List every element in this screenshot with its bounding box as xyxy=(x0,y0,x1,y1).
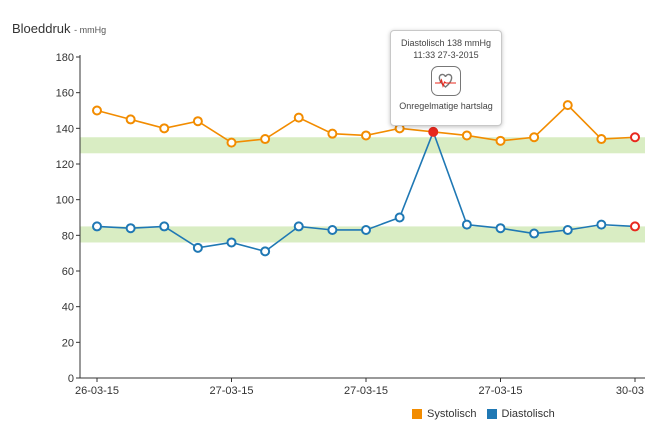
data-point-systolic xyxy=(630,132,640,143)
data-point-diastolic xyxy=(562,224,573,235)
x-tick-label: 27-03-15 xyxy=(478,385,522,397)
legend-item-systolic[interactable]: Systolisch xyxy=(412,408,477,420)
legend-label-systolic: Systolisch xyxy=(427,408,477,420)
data-point-systolic xyxy=(495,135,506,146)
data-point-diastolic xyxy=(630,221,640,232)
axes: 0 20 40 60 80 100 120 140 160 180 26-03-15 27-03-15… xyxy=(56,52,645,397)
data-point-systolic xyxy=(226,137,237,148)
data-point-systolic xyxy=(361,130,371,141)
series-line-systolic xyxy=(96,104,636,144)
data-point-systolic xyxy=(260,134,271,145)
data-point-diastolic xyxy=(394,212,405,223)
data-point-diastolic-selected xyxy=(428,126,439,137)
y-tick-label: 0 xyxy=(68,373,74,385)
measurement-tooltip: Diastolisch 138 mmHg 11:33 27-3-2015 Onr… xyxy=(390,30,502,126)
x-tick-label: 30-03 xyxy=(616,385,644,397)
target-band-systolic xyxy=(80,137,645,154)
data-point-diastolic xyxy=(192,242,203,253)
data-point-systolic xyxy=(529,132,540,143)
legend-swatch-diastolic xyxy=(486,409,497,419)
y-tick-label: 160 xyxy=(56,88,74,100)
x-tick-label: 27-03-15 xyxy=(209,385,253,397)
legend-swatch-systolic xyxy=(412,409,422,419)
x-tick-label: 27-03-15 xyxy=(344,385,388,397)
data-point-diastolic xyxy=(125,223,136,234)
legend-label-diastolic: Diastolisch xyxy=(501,408,555,420)
data-point-diastolic xyxy=(361,224,371,235)
data-point-diastolic xyxy=(461,219,472,230)
data-point-systolic xyxy=(596,134,607,145)
chart-unit: - mmHg xyxy=(74,25,107,35)
data-point-diastolic xyxy=(159,221,170,232)
irregular-heartbeat-icon xyxy=(431,66,461,96)
x-tick-label: 26-03-15 xyxy=(75,385,119,397)
data-point-systolic xyxy=(461,130,472,141)
data-point-diastolic xyxy=(260,246,271,257)
tooltip-label: Onregelmatige hartslag xyxy=(399,101,493,111)
data-point-diastolic xyxy=(596,219,607,230)
legend-item-diastolic[interactable]: Diastolisch xyxy=(486,408,555,420)
y-tick-label: 140 xyxy=(56,123,74,135)
y-tick-label: 100 xyxy=(56,195,74,207)
y-tick-label: 20 xyxy=(62,337,74,349)
chart-title-text: Bloeddruk xyxy=(12,21,71,36)
tooltip-time: 11:33 27-3-2015 xyxy=(413,50,479,60)
chart-title: Bloeddruk - mmHg xyxy=(12,21,106,36)
data-point-diastolic xyxy=(529,228,540,239)
data-point-diastolic xyxy=(226,237,237,248)
data-point-diastolic xyxy=(293,221,304,232)
data-point-systolic xyxy=(293,112,304,123)
y-tick-label: 60 xyxy=(62,266,74,278)
y-tick-label: 80 xyxy=(62,230,74,242)
data-point-systolic xyxy=(192,116,203,127)
tooltip-value: Diastolisch 138 mmHg xyxy=(400,38,492,48)
y-tick-label: 120 xyxy=(56,159,74,171)
data-point-diastolic xyxy=(495,223,506,234)
data-point-diastolic xyxy=(92,221,102,232)
series-points xyxy=(92,100,640,257)
y-tick-label: 40 xyxy=(62,302,74,314)
legend: Systolisch Diastolisch xyxy=(412,408,565,420)
data-point-systolic xyxy=(159,123,170,134)
data-point-systolic xyxy=(327,128,338,139)
y-tick-label: 180 xyxy=(56,52,74,64)
data-point-systolic xyxy=(562,100,573,111)
data-point-systolic xyxy=(92,105,102,116)
data-point-systolic xyxy=(125,114,136,125)
data-point-diastolic xyxy=(327,224,338,235)
